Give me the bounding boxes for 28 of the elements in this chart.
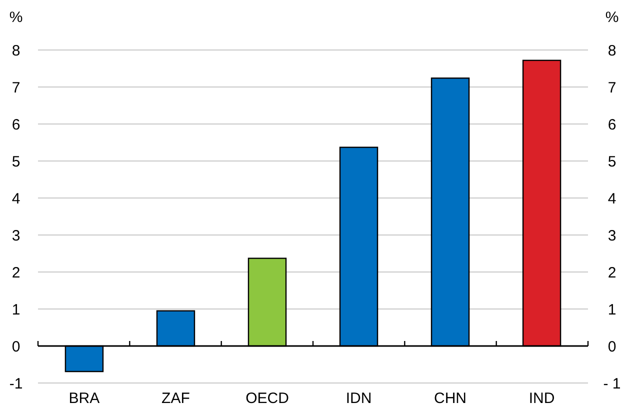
x-tick-label: IND [528, 390, 555, 407]
y-tick-label: 6 [12, 116, 20, 134]
y-tick-label: -1 [9, 375, 23, 392]
y2-tick-label: 2 [608, 264, 616, 282]
y2-tick-label: 5 [608, 153, 616, 170]
y2-tick-label: 1 [608, 301, 616, 318]
y2-tick-label: 3 [608, 227, 616, 244]
x-tick-label: ZAF [162, 390, 190, 407]
y2-tick-label: - 1 [603, 375, 621, 392]
y2-tick-label: 0 [608, 338, 616, 356]
y2-tick-label: 8 [608, 42, 616, 60]
y2-tick-label: 7 [608, 79, 616, 96]
x-tick-label: IDN [346, 390, 372, 407]
y-tick-label: 7 [12, 79, 20, 96]
y2-tick-label: 6 [608, 116, 616, 134]
y-tick-label: 4 [12, 190, 20, 208]
y-tick-label: 8 [12, 42, 20, 60]
x-tick-label: BRA [68, 390, 100, 407]
y-tick-label: 1 [12, 301, 20, 318]
y-tick-label: 2 [12, 264, 20, 282]
y-tick-label: 0 [12, 338, 20, 356]
y2-axis-title: % [605, 9, 619, 26]
x-tick-label: OECD [246, 390, 290, 407]
y-tick-label: 5 [12, 153, 20, 170]
y-tick-label: 3 [12, 227, 20, 244]
y2-tick-label: 4 [608, 190, 616, 208]
x-tick-label: CHN [434, 390, 467, 407]
y-axis-title: % [9, 9, 23, 26]
